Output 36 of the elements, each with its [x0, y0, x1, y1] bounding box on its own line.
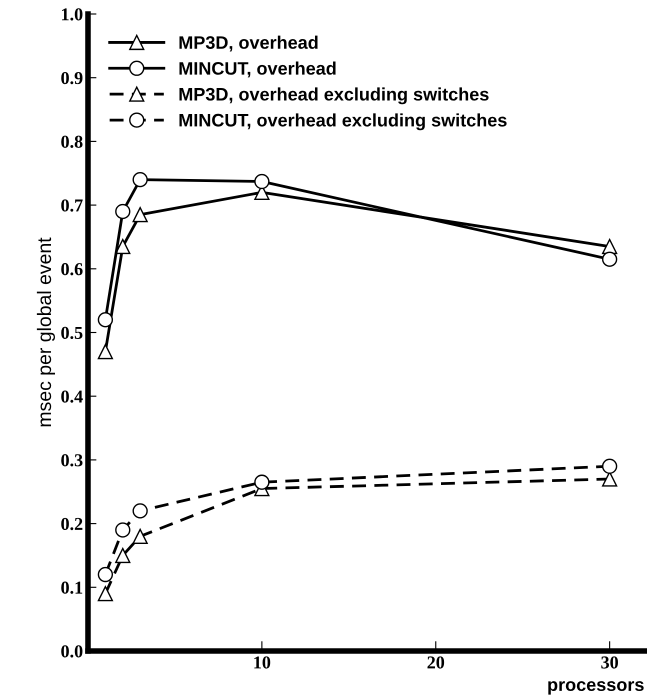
- point: [254, 474, 270, 490]
- point: [98, 312, 114, 328]
- legend-label: MP3D, overhead excluding switches: [179, 87, 489, 104]
- y-tick-label: 0.9: [61, 72, 82, 84]
- y-tick-label: 1.0: [62, 8, 82, 21]
- y-tick-label: 0.6: [61, 263, 83, 276]
- point: [115, 204, 130, 220]
- point: [98, 344, 114, 360]
- x-tick-label: 20: [427, 656, 444, 669]
- point: [132, 172, 148, 188]
- x-axis-title: processors: [548, 681, 644, 695]
- y-tick-label: 0.3: [61, 454, 83, 466]
- y-tick-label: 0.5: [61, 326, 82, 340]
- point: [115, 522, 130, 538]
- legend-label: MINCUT, overhead: [179, 62, 336, 78]
- point: [602, 458, 618, 474]
- y-tick-label: 0.8: [61, 136, 83, 148]
- y-tick-label: 0.4: [61, 390, 83, 403]
- point: [132, 528, 148, 544]
- point: [98, 566, 114, 582]
- x-tick-label: 30: [601, 656, 618, 669]
- point: [132, 503, 148, 518]
- y-tick-label: 0.0: [61, 645, 82, 658]
- y-tick-label: 0.7: [61, 199, 83, 212]
- y-axis-title: msec per global event: [36, 238, 56, 426]
- point: [602, 252, 618, 267]
- y-tick-label: 0.1: [61, 582, 82, 594]
- point: [98, 586, 114, 602]
- point: [254, 174, 270, 190]
- y-tick-label: 0.2: [61, 518, 82, 530]
- legend-label: MP3D, overhead: [179, 36, 318, 52]
- point: [132, 207, 148, 222]
- point: [115, 548, 130, 564]
- point: [115, 238, 130, 254]
- x-tick-label: 10: [254, 656, 270, 669]
- legend-label: MINCUT, overhead excluding switches: [179, 113, 507, 130]
